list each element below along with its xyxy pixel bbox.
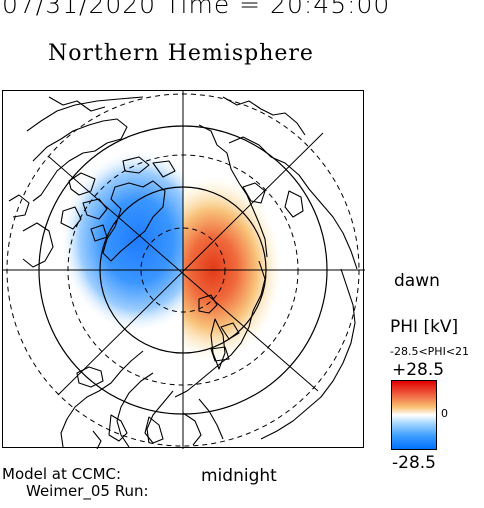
colorbar-max-label: +28.5 — [392, 360, 445, 380]
meridian-diagonal-2 — [47, 155, 319, 392]
colorbar-zero-label: 0 — [441, 407, 448, 420]
polar-map — [2, 90, 365, 449]
model-label: Model at CCMC: — [2, 465, 122, 483]
colorbar-title: PHI [kV] — [390, 317, 459, 337]
midnight-label: midnight — [201, 466, 277, 486]
colorbar-range: -28.5<PHI<21 — [390, 345, 470, 358]
polar-plot-svg — [3, 91, 365, 449]
colorbar — [391, 380, 437, 450]
coastlines — [8, 96, 358, 449]
datetime-header: 07/31/2020 Time = 20:45:00 — [2, 0, 391, 19]
negative-potential-cell — [60, 149, 183, 333]
colorbar-min-label: -28.5 — [392, 453, 436, 473]
dawn-label: dawn — [394, 271, 440, 291]
run-label: Weimer_05 Run: — [26, 482, 149, 500]
meridian-diagonal-1 — [57, 132, 324, 396]
positive-potential-cell — [183, 177, 281, 361]
hemisphere-title: Northern Hemisphere — [48, 41, 314, 66]
